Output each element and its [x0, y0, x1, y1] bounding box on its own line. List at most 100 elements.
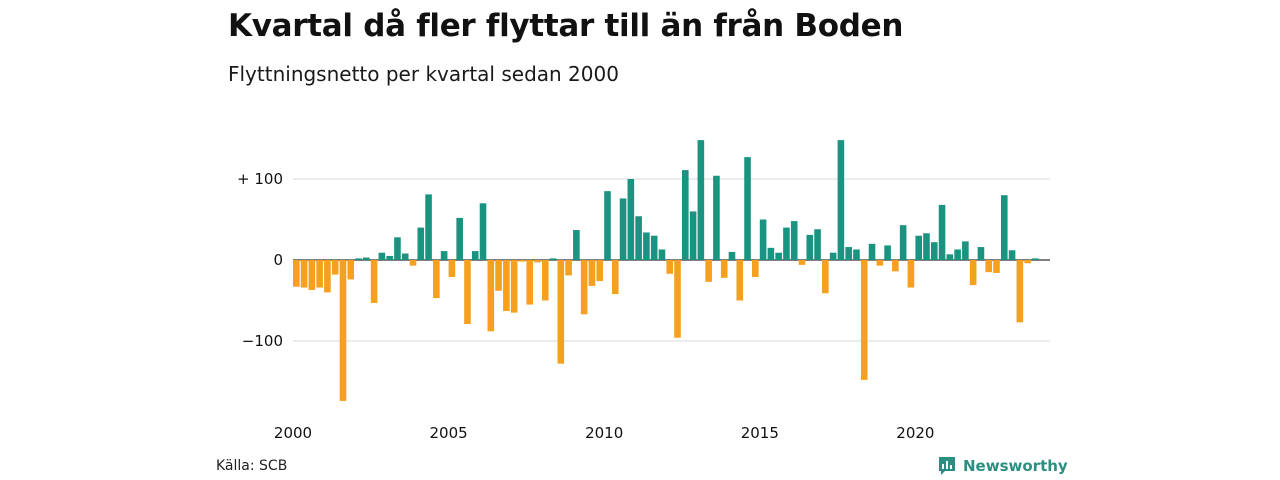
bar	[425, 194, 432, 260]
axis-labels: + 100 0 −100 2000 2005 2010 2015 2020	[237, 170, 934, 442]
bar	[884, 245, 891, 260]
x-tick-label: 2005	[430, 424, 468, 442]
bar	[300, 260, 308, 288]
bar	[448, 260, 456, 278]
bar	[565, 260, 572, 276]
bar	[822, 260, 829, 294]
x-tick-label: 2020	[896, 424, 934, 442]
bar	[1008, 250, 1016, 260]
bar	[433, 260, 440, 299]
bar	[892, 260, 899, 272]
x-tick-label: 2015	[741, 424, 779, 442]
bar	[853, 249, 860, 260]
bar	[993, 260, 1000, 273]
bar	[954, 249, 961, 260]
chart-title: Kvartal då fler flyttar till än från Bod…	[228, 8, 904, 44]
bar	[464, 260, 471, 324]
bar	[611, 260, 619, 295]
bar	[331, 260, 339, 275]
bar	[440, 251, 448, 260]
chart-subtitle: Flyttningsnetto per kvartal sedan 2000	[228, 62, 619, 86]
bar	[308, 260, 316, 290]
bar	[837, 140, 845, 260]
bar	[713, 175, 720, 260]
bar	[650, 235, 658, 260]
bar	[946, 254, 954, 260]
bar	[759, 219, 767, 260]
bars	[293, 140, 1039, 401]
bar	[534, 260, 541, 263]
bar	[705, 260, 712, 282]
bar	[518, 260, 526, 262]
bar	[736, 260, 744, 301]
bar	[417, 227, 425, 260]
bar	[829, 252, 837, 260]
newsworthy-logo-text: Newsworthy	[963, 457, 1068, 475]
x-tick-label: 2000	[274, 424, 312, 442]
newsworthy-logo-icon	[939, 457, 955, 475]
bar	[316, 260, 323, 288]
bar	[401, 253, 409, 260]
bar	[541, 260, 549, 301]
bar	[503, 260, 510, 312]
bar	[899, 225, 907, 260]
bar	[456, 217, 463, 260]
bar	[969, 260, 977, 286]
y-tick-label: + 100	[237, 170, 283, 188]
bar	[1024, 260, 1031, 264]
bar	[938, 204, 946, 260]
bar	[876, 260, 884, 266]
bar	[658, 249, 666, 260]
bar	[790, 221, 798, 260]
bar	[744, 157, 751, 260]
bar	[378, 252, 386, 260]
bar	[783, 227, 790, 260]
bar	[752, 260, 759, 278]
bar	[689, 211, 697, 260]
x-tick-label: 2010	[585, 424, 623, 442]
bar	[1000, 195, 1008, 260]
bar	[845, 247, 852, 260]
bar	[962, 241, 969, 260]
bar	[495, 260, 502, 291]
bar	[682, 170, 689, 260]
bar	[619, 198, 627, 260]
bar	[860, 260, 868, 380]
bar	[635, 216, 642, 260]
bar	[580, 260, 588, 315]
bar	[409, 260, 417, 266]
bar	[814, 229, 821, 260]
bar	[363, 257, 370, 260]
bar	[339, 260, 347, 401]
bar	[674, 260, 681, 338]
y-tick-label: 0	[273, 251, 283, 269]
bar	[557, 260, 565, 364]
source-label: Källa: SCB	[216, 458, 288, 474]
bar	[915, 235, 922, 260]
bar	[643, 232, 650, 260]
bar	[596, 260, 604, 282]
bar	[868, 243, 876, 260]
bar	[977, 247, 985, 260]
bar	[324, 260, 331, 293]
bar	[775, 252, 782, 260]
bar	[604, 191, 611, 260]
bar	[930, 242, 938, 260]
bar	[728, 251, 736, 260]
bar	[386, 255, 393, 260]
bar	[697, 140, 705, 260]
bar	[1016, 260, 1024, 323]
bar	[1032, 258, 1039, 260]
bar	[355, 258, 362, 260]
bar	[627, 179, 635, 260]
bar	[767, 247, 775, 260]
bar	[907, 260, 915, 288]
bar	[487, 260, 495, 332]
bar	[479, 203, 487, 260]
bar	[370, 260, 378, 303]
newsworthy-logo: Newsworthy	[937, 455, 1068, 477]
bar	[588, 260, 596, 286]
y-tick-label: −100	[242, 332, 283, 350]
bar	[923, 233, 930, 260]
